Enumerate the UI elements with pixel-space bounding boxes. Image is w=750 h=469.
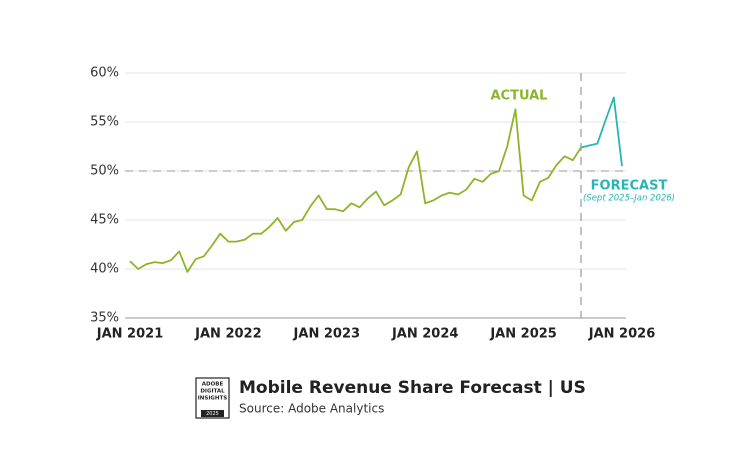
legend-label: FORECAST bbox=[591, 179, 668, 194]
y-tick-label: 40% bbox=[90, 262, 119, 277]
y-tick-label: 55% bbox=[90, 115, 119, 130]
logo-box bbox=[195, 377, 230, 419]
x-tick-label: JAN 2026 bbox=[588, 327, 656, 342]
series-line bbox=[580, 96, 623, 167]
series-line bbox=[129, 108, 582, 273]
logo-text: INSIGHTS bbox=[198, 396, 228, 402]
logo-text: ADOBE bbox=[202, 382, 224, 388]
logo-text: DIGITAL bbox=[200, 389, 225, 395]
logo: ADOBE DIGITAL INSIGHTS 2025 bbox=[195, 377, 230, 419]
logo-band bbox=[201, 410, 224, 417]
x-tick-label: JAN 2022 bbox=[194, 327, 262, 342]
legend-label: ACTUAL bbox=[491, 89, 548, 104]
chart-title: Mobile Revenue Share Forecast | US bbox=[239, 378, 586, 398]
logo-text: 2025 bbox=[206, 411, 219, 417]
y-tick-label: 50% bbox=[90, 164, 119, 179]
x-tick-label: JAN 2024 bbox=[391, 327, 459, 342]
y-tick-label: 35% bbox=[90, 311, 119, 326]
y-tick-label: 45% bbox=[90, 213, 119, 228]
annotation: (Sept 2025–Jan 2026) bbox=[583, 194, 675, 204]
x-tick-label: JAN 2021 bbox=[96, 327, 164, 342]
x-tick-label: JAN 2023 bbox=[293, 327, 361, 342]
y-tick-label: 60% bbox=[90, 66, 119, 81]
chart-subtitle: Source: Adobe Analytics bbox=[239, 402, 384, 416]
x-tick-label: JAN 2025 bbox=[489, 327, 557, 342]
